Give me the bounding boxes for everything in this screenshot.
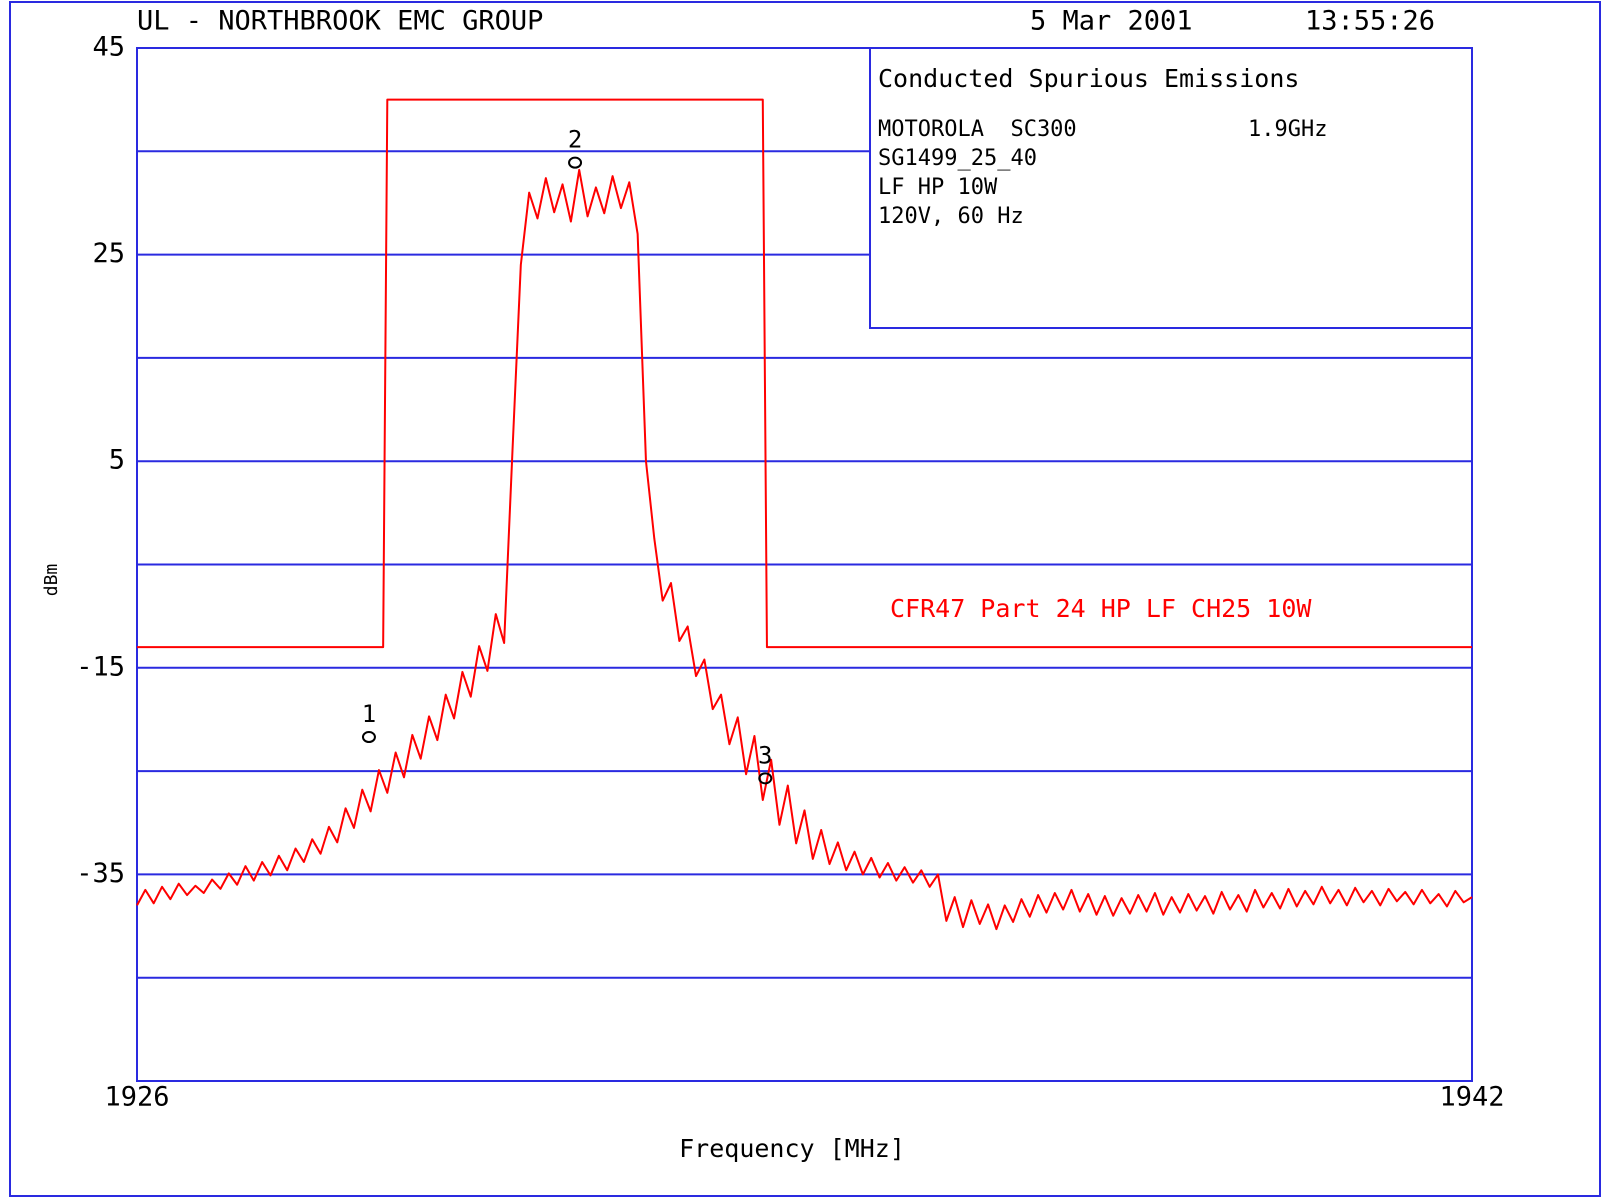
marker-label: 2 <box>568 126 582 154</box>
trace-line <box>136 168 1473 931</box>
header-lab: UL - NORTHBROOK EMC GROUP <box>137 6 543 37</box>
info-line: LF HP 10W <box>878 175 998 200</box>
info-device: MOTOROLA SC300 <box>878 117 1077 142</box>
info-line: SG1499_25_40 <box>878 146 1037 171</box>
y-tick-label: 25 <box>92 238 125 269</box>
y-tick-label: -15 <box>76 651 125 682</box>
marker-label: 3 <box>758 741 772 769</box>
info-band: 1.9GHz <box>1248 117 1327 142</box>
x-tick-label: 1926 <box>104 1082 169 1113</box>
limit-label: CFR47 Part 24 HP LF CH25 10W <box>890 594 1312 623</box>
y-tick-label: 45 <box>92 32 125 63</box>
y-tick-label: -35 <box>76 858 125 889</box>
y-tick-label: 5 <box>109 445 125 476</box>
outer-frame <box>9 1 1601 1197</box>
x-tick-label: 1942 <box>1439 1082 1504 1113</box>
header-date: 5 Mar 2001 <box>1030 6 1193 37</box>
info-title: Conducted Spurious Emissions <box>878 64 1299 93</box>
marker-label: 1 <box>362 700 376 728</box>
x-axis-label: Frequency [MHz] <box>679 1134 905 1163</box>
marker <box>758 772 773 785</box>
plot: 45 25 5 -15 -35 1926 1942 1 2 3 <box>76 32 1504 1113</box>
info-box <box>869 47 1473 329</box>
y-axis-label: dBm <box>41 564 62 597</box>
header-time: 13:55:26 <box>1305 6 1435 37</box>
info-line: 120V, 60 Hz <box>878 204 1024 229</box>
marker <box>361 731 376 744</box>
limit-line <box>137 98 1472 649</box>
marker <box>568 156 583 169</box>
